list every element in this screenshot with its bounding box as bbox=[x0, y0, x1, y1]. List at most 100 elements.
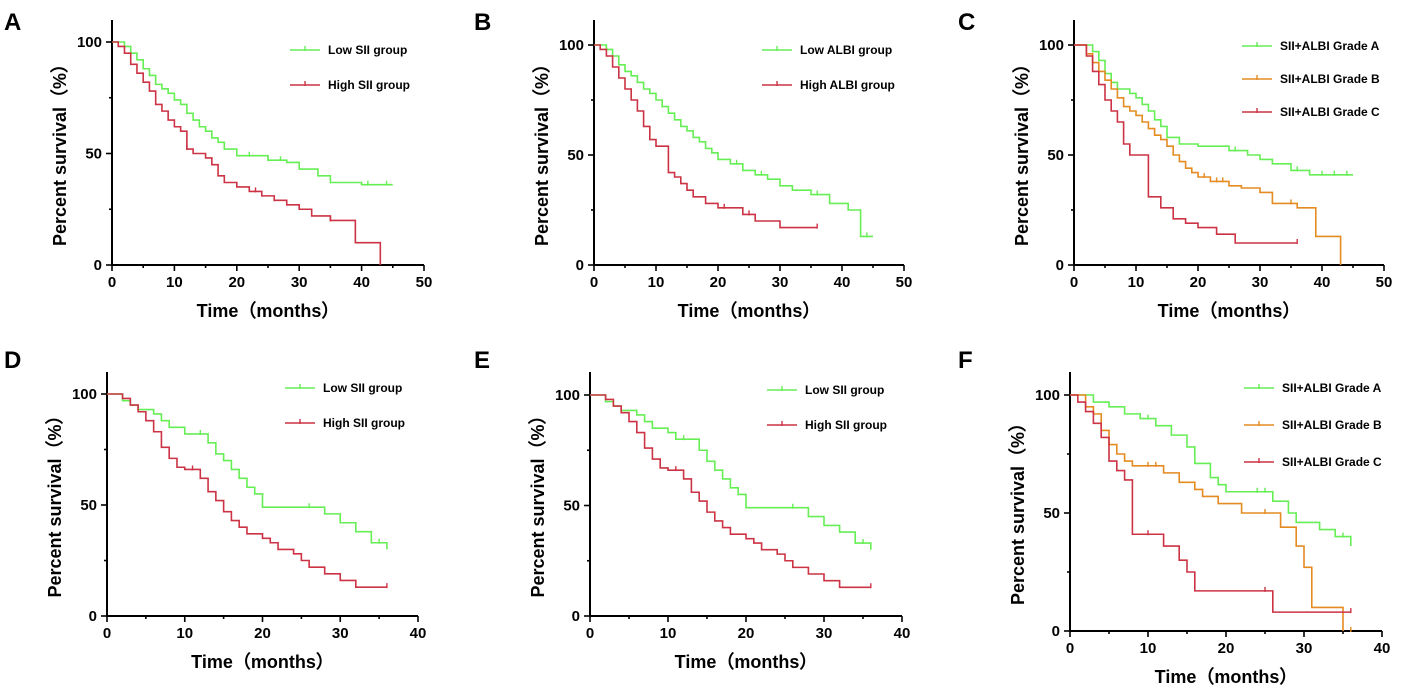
x-tick-label: 40 bbox=[410, 625, 427, 642]
legend-label: Low SII group bbox=[805, 383, 884, 397]
km-curve-1 bbox=[594, 44, 873, 238]
panel-b: B 0 50 100 0 10 20 30 40 50 Time（months） Percent su… bbox=[474, 9, 912, 321]
x-tick-label: 30 bbox=[332, 625, 349, 642]
legend-label: SII+ALBI Grade B bbox=[1280, 72, 1380, 86]
x-tick-label: 10 bbox=[166, 274, 183, 291]
legend-label: High SII group bbox=[323, 416, 405, 430]
y-tick-label: 100 bbox=[1039, 37, 1064, 54]
x-tick-label: 0 bbox=[1070, 274, 1078, 291]
legend-label: High ALBI group bbox=[800, 78, 895, 92]
y-tick-label: 50 bbox=[563, 498, 580, 515]
x-tick-label: 0 bbox=[586, 625, 594, 642]
legend-label: SII+ALBI Grade A bbox=[1282, 381, 1382, 395]
y-axis-label: Percent survival（%） bbox=[50, 55, 70, 246]
y-axis-label: Percent survival（%） bbox=[1008, 414, 1028, 605]
km-curve-3 bbox=[1074, 44, 1298, 244]
km-curve-1 bbox=[1074, 44, 1353, 176]
km-curve-1 bbox=[1070, 394, 1352, 547]
legend-label: SII+ALBI Grade C bbox=[1280, 105, 1380, 119]
km-curve-3 bbox=[1070, 394, 1351, 613]
x-tick-label: 30 bbox=[816, 625, 833, 642]
panel-letter: C bbox=[958, 9, 975, 36]
y-tick-label: 50 bbox=[1043, 505, 1060, 522]
y-tick-label: 0 bbox=[572, 608, 580, 625]
x-axis-label: Time（months） bbox=[191, 652, 334, 672]
x-axis-label: Time（months） bbox=[1158, 301, 1301, 321]
y-tick-label: 0 bbox=[1056, 257, 1064, 274]
legend-label: High SII group bbox=[805, 418, 887, 432]
km-curve-2 bbox=[112, 41, 382, 265]
panel-f: F 0 50 100 0 10 20 30 40 Time（months） Percent surv… bbox=[958, 347, 1390, 687]
panel-e: E 0 50 100 0 10 20 30 40 Time（months） Percent surv… bbox=[474, 347, 910, 672]
x-tick-label: 50 bbox=[896, 274, 913, 291]
km-curve-1 bbox=[107, 393, 388, 550]
y-tick-label: 0 bbox=[1052, 623, 1060, 640]
legend-label: SII+ALBI Grade B bbox=[1282, 418, 1382, 432]
y-tick-label: 100 bbox=[72, 386, 97, 403]
x-tick-label: 30 bbox=[291, 274, 308, 291]
x-tick-label: 40 bbox=[353, 274, 370, 291]
x-axis-label: Time（months） bbox=[197, 301, 340, 321]
y-tick-label: 50 bbox=[567, 147, 584, 164]
panel-d: D 0 50 100 0 10 20 30 40 Time（months） Percent surv… bbox=[4, 347, 426, 672]
x-tick-label: 10 bbox=[176, 625, 193, 642]
y-tick-label: 50 bbox=[85, 146, 102, 163]
legend-label: High SII group bbox=[328, 78, 410, 92]
x-tick-label: 30 bbox=[1296, 640, 1313, 657]
legend-label: Low ALBI group bbox=[800, 43, 892, 57]
x-tick-label: 10 bbox=[660, 625, 677, 642]
x-tick-label: 50 bbox=[416, 274, 433, 291]
x-tick-label: 0 bbox=[108, 274, 116, 291]
x-tick-label: 40 bbox=[1374, 640, 1391, 657]
x-tick-label: 30 bbox=[772, 274, 789, 291]
y-tick-label: 0 bbox=[576, 257, 584, 274]
y-tick-label: 100 bbox=[555, 387, 580, 404]
panel-a: A 0 50 100 0 10 20 30 40 50 Time（months） Percent su… bbox=[4, 9, 432, 321]
x-axis-label: Time（months） bbox=[1155, 667, 1298, 687]
panel-letter: D bbox=[4, 347, 21, 374]
x-tick-label: 0 bbox=[590, 274, 598, 291]
km-curve-2 bbox=[590, 394, 871, 589]
y-tick-label: 0 bbox=[89, 608, 97, 625]
x-tick-label: 40 bbox=[834, 274, 851, 291]
x-tick-label: 20 bbox=[254, 625, 271, 642]
panel-c: C 0 50 100 0 10 20 30 40 50 Time（months） Percent su… bbox=[958, 9, 1392, 321]
y-tick-label: 50 bbox=[1047, 147, 1064, 164]
y-tick-label: 100 bbox=[77, 34, 102, 51]
legend-label: Low SII group bbox=[323, 381, 402, 395]
x-tick-label: 20 bbox=[738, 625, 755, 642]
x-tick-label: 20 bbox=[1190, 274, 1207, 291]
panel-letter: A bbox=[4, 9, 21, 36]
x-tick-label: 10 bbox=[1128, 274, 1145, 291]
km-curve-2 bbox=[594, 44, 818, 229]
km-curve-2 bbox=[1074, 44, 1342, 265]
legend-label: Low SII group bbox=[328, 43, 407, 57]
x-tick-label: 40 bbox=[1314, 274, 1331, 291]
x-tick-label: 20 bbox=[228, 274, 245, 291]
y-axis-label: Percent survival（%） bbox=[528, 406, 548, 597]
x-axis-label: Time（months） bbox=[678, 301, 821, 321]
x-tick-label: 20 bbox=[710, 274, 727, 291]
x-tick-label: 20 bbox=[1218, 640, 1235, 657]
y-tick-label: 0 bbox=[94, 257, 102, 274]
y-tick-label: 50 bbox=[80, 497, 97, 514]
y-tick-label: 100 bbox=[559, 37, 584, 54]
x-tick-label: 30 bbox=[1252, 274, 1269, 291]
x-tick-label: 0 bbox=[1066, 640, 1074, 657]
x-tick-label: 0 bbox=[103, 625, 111, 642]
x-tick-label: 40 bbox=[894, 625, 911, 642]
legend-label: SII+ALBI Grade C bbox=[1282, 455, 1382, 469]
x-tick-label: 50 bbox=[1376, 274, 1393, 291]
km-curve-2 bbox=[107, 393, 387, 588]
x-tick-label: 10 bbox=[1140, 640, 1157, 657]
y-axis-label: Percent survival（%） bbox=[1012, 55, 1032, 246]
km-curve-1 bbox=[112, 41, 393, 186]
panel-letter: F bbox=[958, 347, 973, 374]
x-tick-label: 10 bbox=[648, 274, 665, 291]
km-curve-1 bbox=[590, 394, 872, 550]
y-axis-label: Percent survival（%） bbox=[45, 406, 65, 597]
legend-label: SII+ALBI Grade A bbox=[1280, 39, 1380, 53]
y-axis-label: Percent survival（%） bbox=[532, 55, 552, 246]
panel-letter: E bbox=[474, 347, 490, 374]
